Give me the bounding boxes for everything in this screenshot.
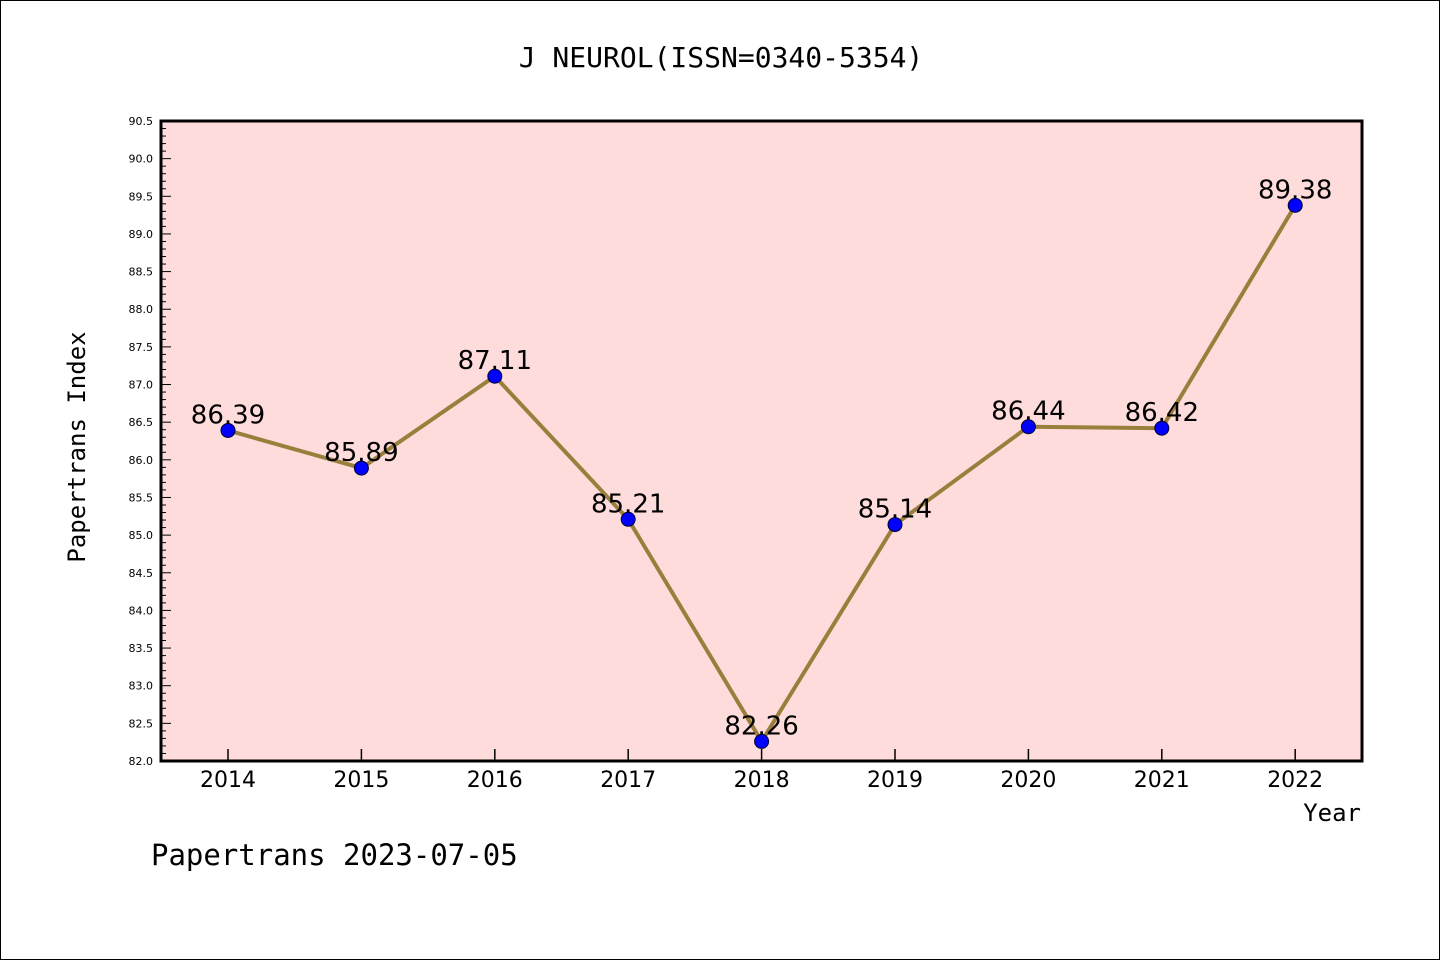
y-tick-label: 88.0 [129, 303, 154, 316]
data-label: 89.38 [1258, 175, 1332, 205]
y-tick-label: 84.0 [129, 604, 154, 617]
y-tick-label: 82.5 [129, 717, 154, 730]
plot-area [159, 119, 1364, 763]
data-point [487, 368, 503, 384]
data-point [1154, 420, 1170, 436]
y-tick-label: 84.5 [129, 567, 154, 580]
y-tick-label: 85.5 [129, 491, 154, 504]
y-tick-label: 90.0 [129, 153, 154, 166]
y-tick-label: 90.5 [129, 115, 154, 128]
data-point [353, 460, 369, 476]
y-tick-label: 83.5 [129, 642, 154, 655]
data-label: 87.11 [458, 346, 532, 376]
x-tick-label: 2015 [333, 768, 389, 793]
data-point [754, 733, 770, 749]
y-tick-label: 87.0 [129, 379, 154, 392]
y-tick-label: 89.5 [129, 190, 154, 203]
y-axis-label: Papertrans Index [63, 331, 91, 562]
y-tick-label: 87.5 [129, 341, 154, 354]
data-label: 85.89 [324, 438, 398, 468]
x-tick-label: 2016 [467, 768, 523, 793]
data-label: 86.39 [191, 400, 265, 430]
y-tick-label: 86.0 [129, 454, 154, 467]
y-tick-label: 82.0 [129, 755, 154, 768]
data-label: 82.26 [724, 711, 798, 741]
data-series: 86.39 85.89 87.11 85.21 82.26 85.14 86.44 86.42… [191, 175, 1332, 749]
x-tick-label: 2021 [1134, 768, 1190, 793]
y-axis: 82.0 82.5 83.0 83.5 84.0 84.5 85.0 85.5 86.0 86.5… [129, 115, 171, 768]
y-tick-label: 83.0 [129, 680, 154, 693]
x-tick-label: 2018 [734, 768, 790, 793]
data-label: 86.44 [991, 397, 1065, 427]
data-label: 85.21 [591, 489, 665, 519]
y-tick-label: 88.5 [129, 266, 154, 279]
x-tick-label: 2020 [1000, 768, 1056, 793]
chart-title: J NEUROL(ISSN=0340-5354) [519, 41, 924, 74]
y-tick-label: 86.5 [129, 416, 154, 429]
data-point [887, 517, 903, 533]
y-tick-label: 89.0 [129, 228, 154, 241]
x-axis-label: Year [1303, 799, 1361, 827]
x-tick-label: 2022 [1267, 768, 1323, 793]
data-point [1020, 419, 1036, 435]
footer-date-label: Papertrans 2023-07-05 [151, 838, 518, 872]
x-axis: 2014 2015 2016 2017 2018 2019 2020 2021 2022 [200, 749, 1323, 793]
y-tick-label: 85.0 [129, 529, 154, 542]
x-tick-label: 2019 [867, 768, 923, 793]
data-point [1287, 197, 1303, 213]
data-label: 86.42 [1125, 398, 1199, 428]
data-point [620, 511, 636, 527]
data-label: 85.14 [858, 495, 932, 525]
x-tick-label: 2014 [200, 768, 256, 793]
x-tick-label: 2017 [600, 768, 656, 793]
data-point [220, 422, 236, 438]
